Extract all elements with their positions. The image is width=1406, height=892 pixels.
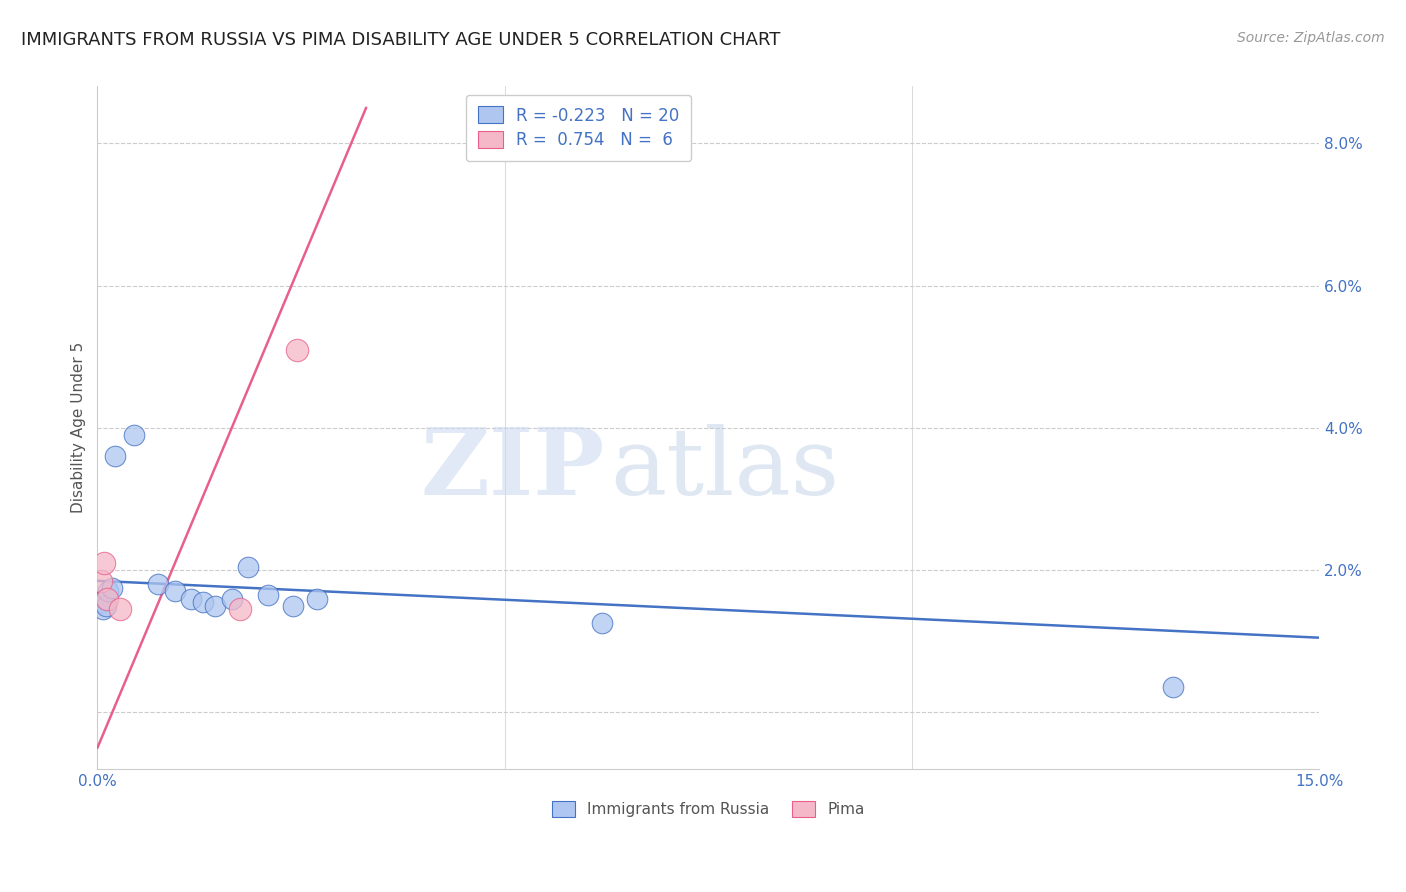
Text: Source: ZipAtlas.com: Source: ZipAtlas.com [1237,31,1385,45]
Point [108,602,131,616]
Point [148,577,170,591]
Point [90,595,112,609]
Point [163,584,186,599]
Point [101,581,124,595]
Point [104,450,127,464]
Point [204,599,226,613]
Point [229,602,252,616]
Point [281,599,304,613]
Point [257,588,280,602]
Legend: Immigrants from Russia, Pima: Immigrants from Russia, Pima [546,795,870,823]
Point [96,599,118,613]
Point [96,591,118,606]
Text: IMMIGRANTS FROM RUSSIA VS PIMA DISABILITY AGE UNDER 5 CORRELATION CHART: IMMIGRANTS FROM RUSSIA VS PIMA DISABILIT… [21,31,780,49]
Text: atlas: atlas [610,424,839,514]
Point [307,591,329,606]
Point [90,574,112,588]
Point [93,591,115,606]
Point [91,602,114,616]
Point [1161,681,1184,695]
Point [180,591,202,606]
Point [236,559,259,574]
Point [122,428,145,442]
Point [591,616,613,631]
Point [285,343,308,357]
Point [193,595,215,609]
Point [97,584,120,599]
Point [221,591,243,606]
Point [93,556,115,570]
Text: ZIP: ZIP [420,424,605,514]
Y-axis label: Disability Age Under 5: Disability Age Under 5 [72,343,86,514]
